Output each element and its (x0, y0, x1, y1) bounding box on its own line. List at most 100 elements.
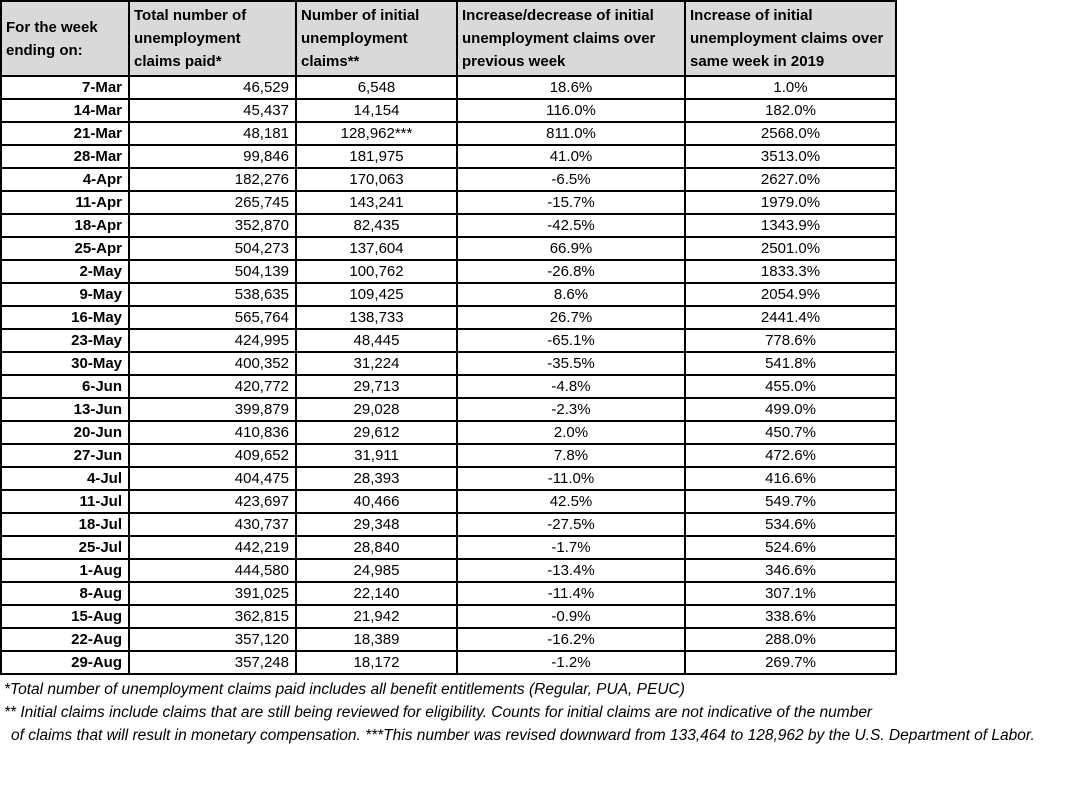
cell-week-ending: 30-May (0, 351, 130, 376)
cell-initial-claims: 100,762 (295, 259, 458, 284)
cell-wow-change: 41.0% (456, 144, 686, 169)
cell-yoy-change: 416.6% (684, 466, 897, 491)
cell-wow-change: -15.7% (456, 190, 686, 215)
cell-yoy-change: 2627.0% (684, 167, 897, 192)
cell-claims-paid: 357,120 (128, 627, 297, 652)
cell-wow-change: 811.0% (456, 121, 686, 146)
cell-week-ending: 13-Jun (0, 397, 130, 422)
cell-initial-claims: 6,548 (295, 75, 458, 100)
table-row: 21-Mar 48,181 128,962*** 811.0% 2568.0% (0, 121, 897, 146)
cell-claims-paid: 357,248 (128, 650, 297, 675)
cell-week-ending: 25-Jul (0, 535, 130, 560)
cell-week-ending: 11-Apr (0, 190, 130, 215)
cell-week-ending: 22-Aug (0, 627, 130, 652)
col-header-claims-paid: Total number of unemployment claims paid… (128, 0, 297, 77)
cell-yoy-change: 2501.0% (684, 236, 897, 261)
cell-initial-claims: 28,840 (295, 535, 458, 560)
table-row: 18-Jul 430,737 29,348 -27.5% 534.6% (0, 512, 897, 537)
table-row: 4-Jul 404,475 28,393 -11.0% 416.6% (0, 466, 897, 491)
footnote-claims-paid: *Total number of unemployment claims pai… (4, 681, 685, 698)
cell-claims-paid: 46,529 (128, 75, 297, 100)
cell-claims-paid: 391,025 (128, 581, 297, 606)
table-row: 13-Jun 399,879 29,028 -2.3% 499.0% (0, 397, 897, 422)
cell-claims-paid: 430,737 (128, 512, 297, 537)
cell-yoy-change: 455.0% (684, 374, 897, 399)
cell-yoy-change: 338.6% (684, 604, 897, 629)
unemployment-claims-table: For the week ending on: Total number of … (0, 0, 897, 675)
cell-wow-change: 42.5% (456, 489, 686, 514)
cell-initial-claims: 29,348 (295, 512, 458, 537)
cell-wow-change: -27.5% (456, 512, 686, 537)
cell-claims-paid: 424,995 (128, 328, 297, 353)
cell-claims-paid: 409,652 (128, 443, 297, 468)
table-row: 1-Aug 444,580 24,985 -13.4% 346.6% (0, 558, 897, 583)
table-row: 29-Aug 357,248 18,172 -1.2% 269.7% (0, 650, 897, 675)
cell-wow-change: -16.2% (456, 627, 686, 652)
cell-yoy-change: 2441.4% (684, 305, 897, 330)
cell-initial-claims: 109,425 (295, 282, 458, 307)
cell-wow-change: -26.8% (456, 259, 686, 284)
cell-week-ending: 16-May (0, 305, 130, 330)
cell-initial-claims: 82,435 (295, 213, 458, 238)
cell-initial-claims: 14,154 (295, 98, 458, 123)
cell-initial-claims: 170,063 (295, 167, 458, 192)
cell-yoy-change: 3513.0% (684, 144, 897, 169)
cell-week-ending: 20-Jun (0, 420, 130, 445)
cell-week-ending: 8-Aug (0, 581, 130, 606)
cell-initial-claims: 128,962*** (295, 121, 458, 146)
table-row: 23-May 424,995 48,445 -65.1% 778.6% (0, 328, 897, 353)
table-row: 7-Mar 46,529 6,548 18.6% 1.0% (0, 75, 897, 100)
table-header: For the week ending on: Total number of … (0, 0, 897, 77)
cell-wow-change: -4.8% (456, 374, 686, 399)
cell-week-ending: 4-Jul (0, 466, 130, 491)
cell-wow-change: -13.4% (456, 558, 686, 583)
footnotes: *Total number of unemployment claims pai… (0, 678, 1079, 747)
table-row: 14-Mar 45,437 14,154 116.0% 182.0% (0, 98, 897, 123)
table-row: 25-Jul 442,219 28,840 -1.7% 524.6% (0, 535, 897, 560)
cell-yoy-change: 778.6% (684, 328, 897, 353)
cell-yoy-change: 524.6% (684, 535, 897, 560)
cell-wow-change: -1.7% (456, 535, 686, 560)
cell-claims-paid: 399,879 (128, 397, 297, 422)
cell-wow-change: -6.5% (456, 167, 686, 192)
cell-wow-change: -1.2% (456, 650, 686, 675)
cell-claims-paid: 565,764 (128, 305, 297, 330)
table-row: 11-Apr 265,745 143,241 -15.7% 1979.0% (0, 190, 897, 215)
cell-initial-claims: 31,911 (295, 443, 458, 468)
cell-claims-paid: 352,870 (128, 213, 297, 238)
cell-week-ending: 11-Jul (0, 489, 130, 514)
cell-claims-paid: 362,815 (128, 604, 297, 629)
cell-claims-paid: 48,181 (128, 121, 297, 146)
cell-wow-change: 66.9% (456, 236, 686, 261)
cell-yoy-change: 472.6% (684, 443, 897, 468)
cell-wow-change: 8.6% (456, 282, 686, 307)
cell-claims-paid: 423,697 (128, 489, 297, 514)
cell-yoy-change: 450.7% (684, 420, 897, 445)
cell-yoy-change: 1343.9% (684, 213, 897, 238)
cell-yoy-change: 534.6% (684, 512, 897, 537)
cell-wow-change: -65.1% (456, 328, 686, 353)
header-row: For the week ending on: Total number of … (0, 0, 897, 77)
cell-yoy-change: 269.7% (684, 650, 897, 675)
cell-week-ending: 14-Mar (0, 98, 130, 123)
table-row: 30-May 400,352 31,224 -35.5% 541.8% (0, 351, 897, 376)
cell-week-ending: 18-Jul (0, 512, 130, 537)
table-row: 25-Apr 504,273 137,604 66.9% 2501.0% (0, 236, 897, 261)
cell-initial-claims: 18,389 (295, 627, 458, 652)
table-row: 16-May 565,764 138,733 26.7% 2441.4% (0, 305, 897, 330)
cell-initial-claims: 181,975 (295, 144, 458, 169)
cell-initial-claims: 31,224 (295, 351, 458, 376)
table-row: 11-Jul 423,697 40,466 42.5% 549.7% (0, 489, 897, 514)
col-header-wow-change: Increase/decrease of initial unemploymen… (456, 0, 686, 77)
cell-week-ending: 4-Apr (0, 167, 130, 192)
cell-yoy-change: 182.0% (684, 98, 897, 123)
cell-week-ending: 25-Apr (0, 236, 130, 261)
table-row: 4-Apr 182,276 170,063 -6.5% 2627.0% (0, 167, 897, 192)
table-row: 22-Aug 357,120 18,389 -16.2% 288.0% (0, 627, 897, 652)
cell-initial-claims: 29,612 (295, 420, 458, 445)
cell-initial-claims: 24,985 (295, 558, 458, 583)
cell-initial-claims: 29,713 (295, 374, 458, 399)
cell-wow-change: -35.5% (456, 351, 686, 376)
table-row: 8-Aug 391,025 22,140 -11.4% 307.1% (0, 581, 897, 606)
cell-wow-change: -11.4% (456, 581, 686, 606)
